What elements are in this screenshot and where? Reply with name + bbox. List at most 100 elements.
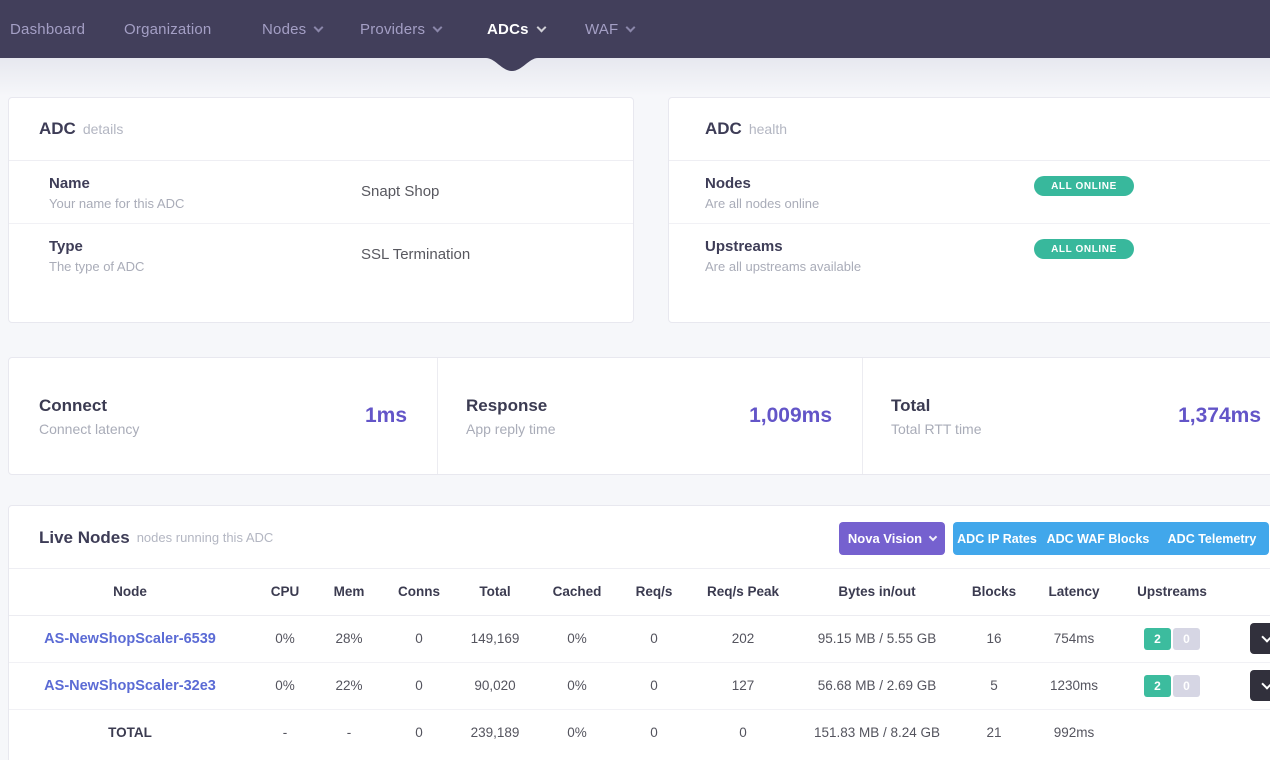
column-header-reqs-peak: Req/s Peak: [685, 569, 801, 616]
field-description: Are all upstreams available: [705, 259, 862, 274]
node-link[interactable]: AS-NewShopScaler-32e3: [44, 677, 216, 694]
adc-details-card: ADC details Name Your name for this ADC …: [8, 97, 634, 323]
cell-actions: [1231, 709, 1270, 756]
cell-reqs: 0: [623, 615, 685, 663]
adc-waf-blocks-button[interactable]: ADC WAF Blocks: [1041, 522, 1155, 555]
card-subtitle: health: [748, 121, 787, 137]
card-title: Live Nodes: [39, 527, 130, 547]
cell-upstreams: 2 0: [1113, 662, 1231, 710]
active-tab-notch: [486, 58, 538, 71]
cell-conns: 0: [379, 662, 459, 710]
live-nodes-table: Node CPU Mem Conns Total Cached Req/s Re…: [9, 569, 1270, 756]
cell-total-label: TOTAL: [108, 725, 152, 741]
adc-actions-button-group: ADC IP Rates ADC WAF Blocks ADC Telemetr…: [953, 522, 1269, 555]
row-expand-button[interactable]: [1250, 670, 1270, 701]
stat-description: Total RTT time: [891, 420, 982, 437]
table-total-row: TOTAL - - 0 239,189 0% 0 0 151.83 MB / 8…: [9, 709, 1270, 756]
upstreams-down-badge: 0: [1173, 674, 1200, 697]
nav-item-waf[interactable]: WAF: [585, 0, 636, 58]
nav-item-organization[interactable]: Organization: [124, 0, 211, 58]
cell-reqs: 0: [650, 725, 658, 741]
adc-telemetry-button[interactable]: ADC Telemetry: [1155, 522, 1269, 555]
card-title: ADC: [39, 119, 76, 138]
field-value: Snapt Shop: [361, 183, 440, 200]
stat-value: 1,374ms: [1178, 404, 1261, 427]
cell-conns: 0: [415, 725, 423, 741]
cell-bytes: 151.83 MB / 8.24 GB: [813, 725, 941, 741]
cell-upstreams: 2 0: [1113, 615, 1231, 663]
stat-value: 1,009ms: [749, 404, 832, 427]
card-title: ADC: [705, 119, 742, 138]
chevron-down-icon: [928, 532, 938, 541]
column-header-total: Total: [459, 569, 531, 616]
card-subtitle: nodes running this ADC: [136, 530, 274, 545]
field-label: Name: [49, 175, 90, 192]
live-nodes-header: Live Nodes nodes running this ADC Nova V…: [9, 506, 1270, 569]
cell-latency: 754ms: [1035, 615, 1113, 663]
cell-reqs-peak: 127: [685, 662, 801, 710]
health-row-nodes: Nodes Are all nodes online ALL ONLINE: [669, 161, 1270, 223]
field-label: Upstreams: [705, 238, 783, 255]
nav-label: Dashboard: [10, 20, 86, 38]
column-header-cached: Cached: [531, 569, 623, 616]
detail-row-type: Type The type of ADC SSL Termination: [9, 223, 633, 285]
nova-vision-button[interactable]: Nova Vision: [839, 522, 945, 555]
nav-label: ADCs: [487, 20, 529, 38]
cell-conns: 0: [379, 615, 459, 663]
cell-cpu: -: [282, 725, 288, 741]
cell-reqs-peak: 202: [685, 615, 801, 663]
nav-item-dashboard[interactable]: Dashboard: [10, 0, 85, 58]
table-row: AS-NewShopScaler-6539 0% 28% 0 149,169 0…: [9, 615, 1270, 663]
column-header-upstreams: Upstreams: [1113, 569, 1231, 616]
cell-upstreams: [1113, 709, 1231, 756]
nav-item-nodes[interactable]: Nodes: [262, 0, 324, 58]
top-navbar: Dashboard Organization Nodes Providers A…: [0, 0, 1270, 58]
column-header-conns: Conns: [379, 569, 459, 616]
field-description: The type of ADC: [49, 259, 145, 274]
nav-item-adcs[interactable]: ADCs: [487, 0, 547, 58]
stat-label: Connect: [39, 395, 107, 415]
cell-latency: 1230ms: [1035, 662, 1113, 710]
row-expand-button[interactable]: [1250, 623, 1270, 654]
nav-label: Organization: [124, 20, 212, 38]
adc-details-header: ADC details: [9, 98, 633, 161]
cell-blocks: 16: [953, 615, 1035, 663]
cell-cpu: 0%: [251, 662, 319, 710]
cell-reqs-peak: 0: [739, 725, 747, 741]
stat-connect: Connect Connect latency 1ms: [9, 358, 437, 474]
cell-cached: 0%: [531, 615, 623, 663]
table-header-row: Node CPU Mem Conns Total Cached Req/s Re…: [9, 569, 1270, 616]
cell-mem: 22%: [319, 662, 379, 710]
chevron-down-icon: [1261, 678, 1270, 690]
node-link[interactable]: AS-NewShopScaler-6539: [44, 630, 216, 647]
field-description: Your name for this ADC: [49, 196, 185, 211]
chevron-down-icon: [1261, 631, 1270, 643]
stat-value: 1ms: [364, 404, 407, 427]
latency-stats-card: Connect Connect latency 1ms Response App…: [8, 357, 1270, 475]
cell-cached: 0%: [531, 662, 623, 710]
stat-total: Total Total RTT time 1,374ms: [862, 358, 1270, 474]
field-description: Are all nodes online: [705, 196, 820, 211]
nav-label: Providers: [360, 20, 426, 38]
adc-ip-rates-button[interactable]: ADC IP Rates: [953, 522, 1041, 555]
column-header-latency: Latency: [1035, 569, 1113, 616]
cell-mem: -: [346, 725, 352, 741]
stat-label: Response: [466, 395, 548, 415]
table-row: AS-NewShopScaler-32e3 0% 22% 0 90,020 0%…: [9, 662, 1270, 710]
nav-shadow-gradient: [0, 58, 1270, 96]
cell-blocks: 5: [953, 662, 1035, 710]
upstreams-up-badge: 2: [1144, 627, 1171, 650]
status-badge: ALL ONLINE: [1034, 239, 1134, 259]
adc-health-card: ADC health Nodes Are all nodes online AL…: [668, 97, 1270, 323]
chevron-down-icon: [432, 22, 443, 32]
column-header-node: Node: [9, 569, 251, 616]
cell-actions: [1231, 662, 1270, 710]
card-subtitle: details: [82, 121, 124, 137]
button-label: Nova Vision: [847, 531, 923, 546]
cell-blocks: 21: [986, 725, 1002, 741]
cell-latency: 992ms: [1053, 725, 1095, 741]
stat-response: Response App reply time 1,009ms: [437, 358, 862, 474]
cell-mem: 28%: [319, 615, 379, 663]
nav-item-providers[interactable]: Providers: [360, 0, 443, 58]
cell-total: 239,189: [470, 725, 520, 741]
